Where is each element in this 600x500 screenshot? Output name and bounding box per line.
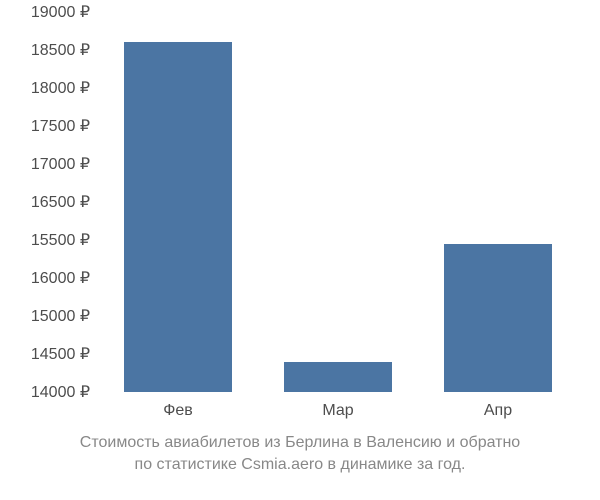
y-tick-label: 14500 ₽ [31, 344, 90, 364]
y-tick-label: 14000 ₽ [31, 382, 90, 402]
bar [444, 244, 553, 392]
price-chart: 14000 ₽ 14500 ₽ 15000 ₽ 16000 ₽ 15500 ₽ 16500… [0, 0, 600, 500]
bar [284, 362, 393, 392]
x-tick-label: Мар [322, 402, 353, 420]
y-tick-label: 17000 ₽ [31, 154, 90, 174]
chart-caption: Стоимость авиабилетов из Берлина в Вален… [0, 432, 600, 475]
caption-line: по статистике Csmia.aero в динамике за г… [0, 454, 600, 476]
y-tick-label: 19000 ₽ [31, 2, 90, 22]
y-tick-label: 16000 ₽ [31, 268, 90, 288]
y-tick-label: 18000 ₽ [31, 78, 90, 98]
x-tick-label: Апр [484, 402, 512, 420]
y-tick-label: 15000 ₽ [31, 306, 90, 326]
x-tick-label: Фев [163, 402, 193, 420]
y-tick-label: 18500 ₽ [31, 40, 90, 60]
y-tick-label: 16500 ₽ [31, 192, 90, 212]
bar [124, 42, 233, 392]
y-tick-label: 17500 ₽ [31, 116, 90, 136]
caption-line: Стоимость авиабилетов из Берлина в Вален… [0, 432, 600, 454]
plot-area: 14000 ₽14500 ₽15000 ₽16000 ₽15500 ₽16500… [98, 12, 578, 392]
y-tick-label: 15500 ₽ [31, 230, 90, 250]
